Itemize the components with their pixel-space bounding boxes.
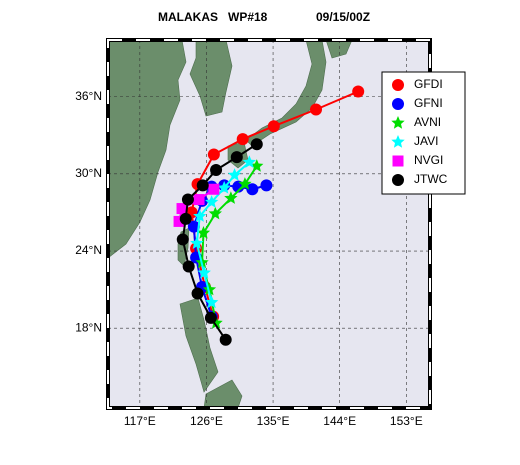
legend-box xyxy=(381,71,466,195)
legend-label: JTWC xyxy=(414,172,448,186)
track-point xyxy=(236,133,249,146)
track-point xyxy=(242,155,256,168)
track-point xyxy=(191,287,204,300)
chart-subtitle: 09/15/00Z xyxy=(316,10,370,24)
track-point xyxy=(238,177,252,190)
track-point xyxy=(173,215,185,227)
track-point xyxy=(310,103,323,116)
legend-label: GFDI xyxy=(414,77,443,91)
track-point xyxy=(230,151,243,164)
y-tick-label: 30°N xyxy=(75,166,102,180)
legend-label: NVGI xyxy=(414,153,443,167)
track-point xyxy=(246,183,259,196)
track-point xyxy=(197,265,211,279)
x-tick-label: 135°E xyxy=(257,414,290,428)
track-point xyxy=(250,138,263,151)
y-tick-label: 18°N xyxy=(75,320,102,334)
track-point xyxy=(187,220,200,233)
track-point xyxy=(205,195,219,208)
track-point xyxy=(182,260,195,273)
track-point xyxy=(210,163,223,176)
legend-label: JAVI xyxy=(414,134,438,148)
track-point xyxy=(224,191,238,204)
track-point xyxy=(207,148,220,161)
track-point xyxy=(267,120,280,133)
track-point xyxy=(209,316,223,329)
track-point xyxy=(352,85,365,98)
legend: GFDI GFNI AVNI JAVI NVGI JTWC xyxy=(381,71,466,195)
legend-marker xyxy=(392,98,404,110)
y-tick-label: 24°N xyxy=(75,243,102,257)
x-tick-label: 117°E xyxy=(124,414,156,428)
y-tick-label: 36°N xyxy=(75,89,102,103)
track-point xyxy=(204,311,217,324)
track-point xyxy=(208,206,222,220)
x-tick-label: 144°E xyxy=(323,414,356,428)
track-point xyxy=(227,168,242,181)
legend-marker xyxy=(392,79,404,91)
track-point xyxy=(179,212,192,225)
track-point xyxy=(202,282,217,296)
track-point xyxy=(193,194,205,206)
legend-marker xyxy=(392,174,404,186)
track-point xyxy=(176,203,188,215)
track-point xyxy=(190,236,204,249)
x-tick-label: 153°E xyxy=(390,414,423,428)
legend-label: AVNI xyxy=(414,115,441,129)
track-line xyxy=(190,90,359,317)
map-frame-pattern xyxy=(107,39,431,409)
track-point xyxy=(219,333,232,346)
legend-label: GFNI xyxy=(414,96,443,110)
x-tick-label: 126°E xyxy=(190,414,223,428)
track-point xyxy=(181,193,194,206)
legend-marker xyxy=(391,116,405,129)
track-point xyxy=(193,209,207,222)
chart-title: MALAKAS WP#18 xyxy=(158,10,268,24)
track-point xyxy=(196,179,209,192)
legend-marker xyxy=(392,155,404,167)
track-point xyxy=(208,183,220,195)
track-point xyxy=(205,295,219,309)
track-point xyxy=(250,159,264,172)
track-point xyxy=(196,226,211,239)
legend-marker xyxy=(391,135,405,148)
track-point xyxy=(176,233,189,246)
track-point xyxy=(217,181,231,194)
tracks xyxy=(173,85,365,346)
track-point xyxy=(260,179,273,192)
land xyxy=(108,40,353,408)
